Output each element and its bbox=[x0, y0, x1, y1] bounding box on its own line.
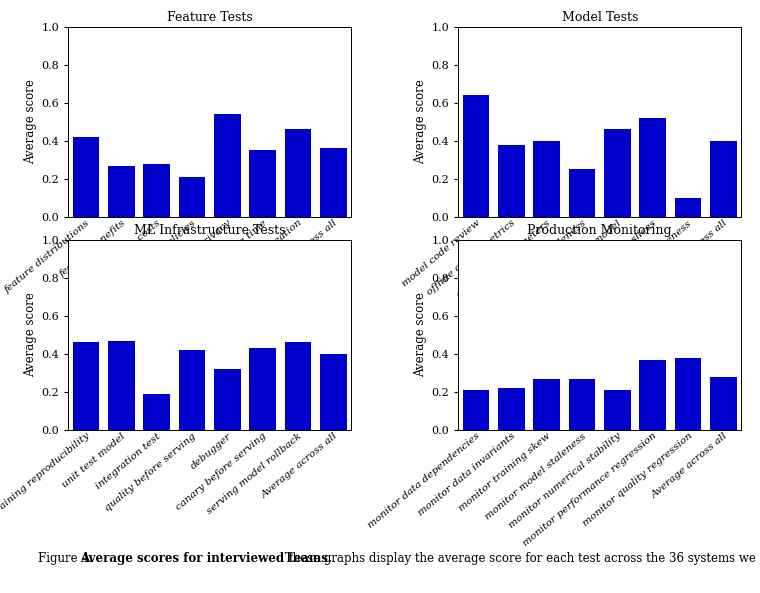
Bar bbox=[568, 170, 595, 217]
Y-axis label: Average score: Average score bbox=[24, 292, 37, 377]
Text: Average scores for interviewed teams.: Average scores for interviewed teams. bbox=[80, 551, 332, 565]
Bar bbox=[710, 141, 736, 217]
Bar bbox=[179, 350, 205, 430]
Bar bbox=[568, 378, 595, 430]
Bar bbox=[710, 377, 736, 430]
Bar bbox=[73, 137, 100, 217]
Bar bbox=[249, 150, 276, 217]
Title: ML Infrastructure Tests: ML Infrastructure Tests bbox=[134, 224, 286, 237]
Bar bbox=[463, 390, 489, 430]
Bar bbox=[675, 358, 701, 430]
Bar bbox=[214, 114, 241, 217]
Bar bbox=[144, 164, 170, 217]
Bar bbox=[285, 129, 312, 217]
Y-axis label: Average score: Average score bbox=[414, 292, 427, 377]
Bar bbox=[179, 177, 205, 217]
Bar bbox=[73, 342, 100, 430]
Bar bbox=[675, 198, 701, 217]
Bar bbox=[604, 129, 631, 217]
Bar bbox=[639, 359, 666, 430]
Bar bbox=[144, 394, 170, 430]
Y-axis label: Average score: Average score bbox=[24, 79, 37, 164]
Bar bbox=[320, 354, 347, 430]
Bar bbox=[534, 141, 560, 217]
Bar bbox=[108, 340, 135, 430]
Text: These graphs display the average score for each test across the 36 systems we ex: These graphs display the average score f… bbox=[281, 551, 760, 565]
Title: Production Monitoring: Production Monitoring bbox=[527, 224, 672, 237]
Bar bbox=[463, 95, 489, 217]
Bar bbox=[498, 388, 524, 430]
Bar bbox=[320, 148, 347, 217]
Bar bbox=[249, 348, 276, 430]
Bar bbox=[285, 342, 312, 430]
Bar bbox=[498, 145, 524, 217]
Bar bbox=[604, 390, 631, 430]
Title: Feature Tests: Feature Tests bbox=[167, 11, 252, 24]
Bar bbox=[534, 378, 560, 430]
Text: Figure 4.: Figure 4. bbox=[38, 551, 93, 565]
Bar bbox=[108, 165, 135, 217]
Title: Model Tests: Model Tests bbox=[562, 11, 638, 24]
Y-axis label: Average score: Average score bbox=[414, 79, 427, 164]
Bar bbox=[639, 118, 666, 217]
Bar bbox=[214, 369, 241, 430]
